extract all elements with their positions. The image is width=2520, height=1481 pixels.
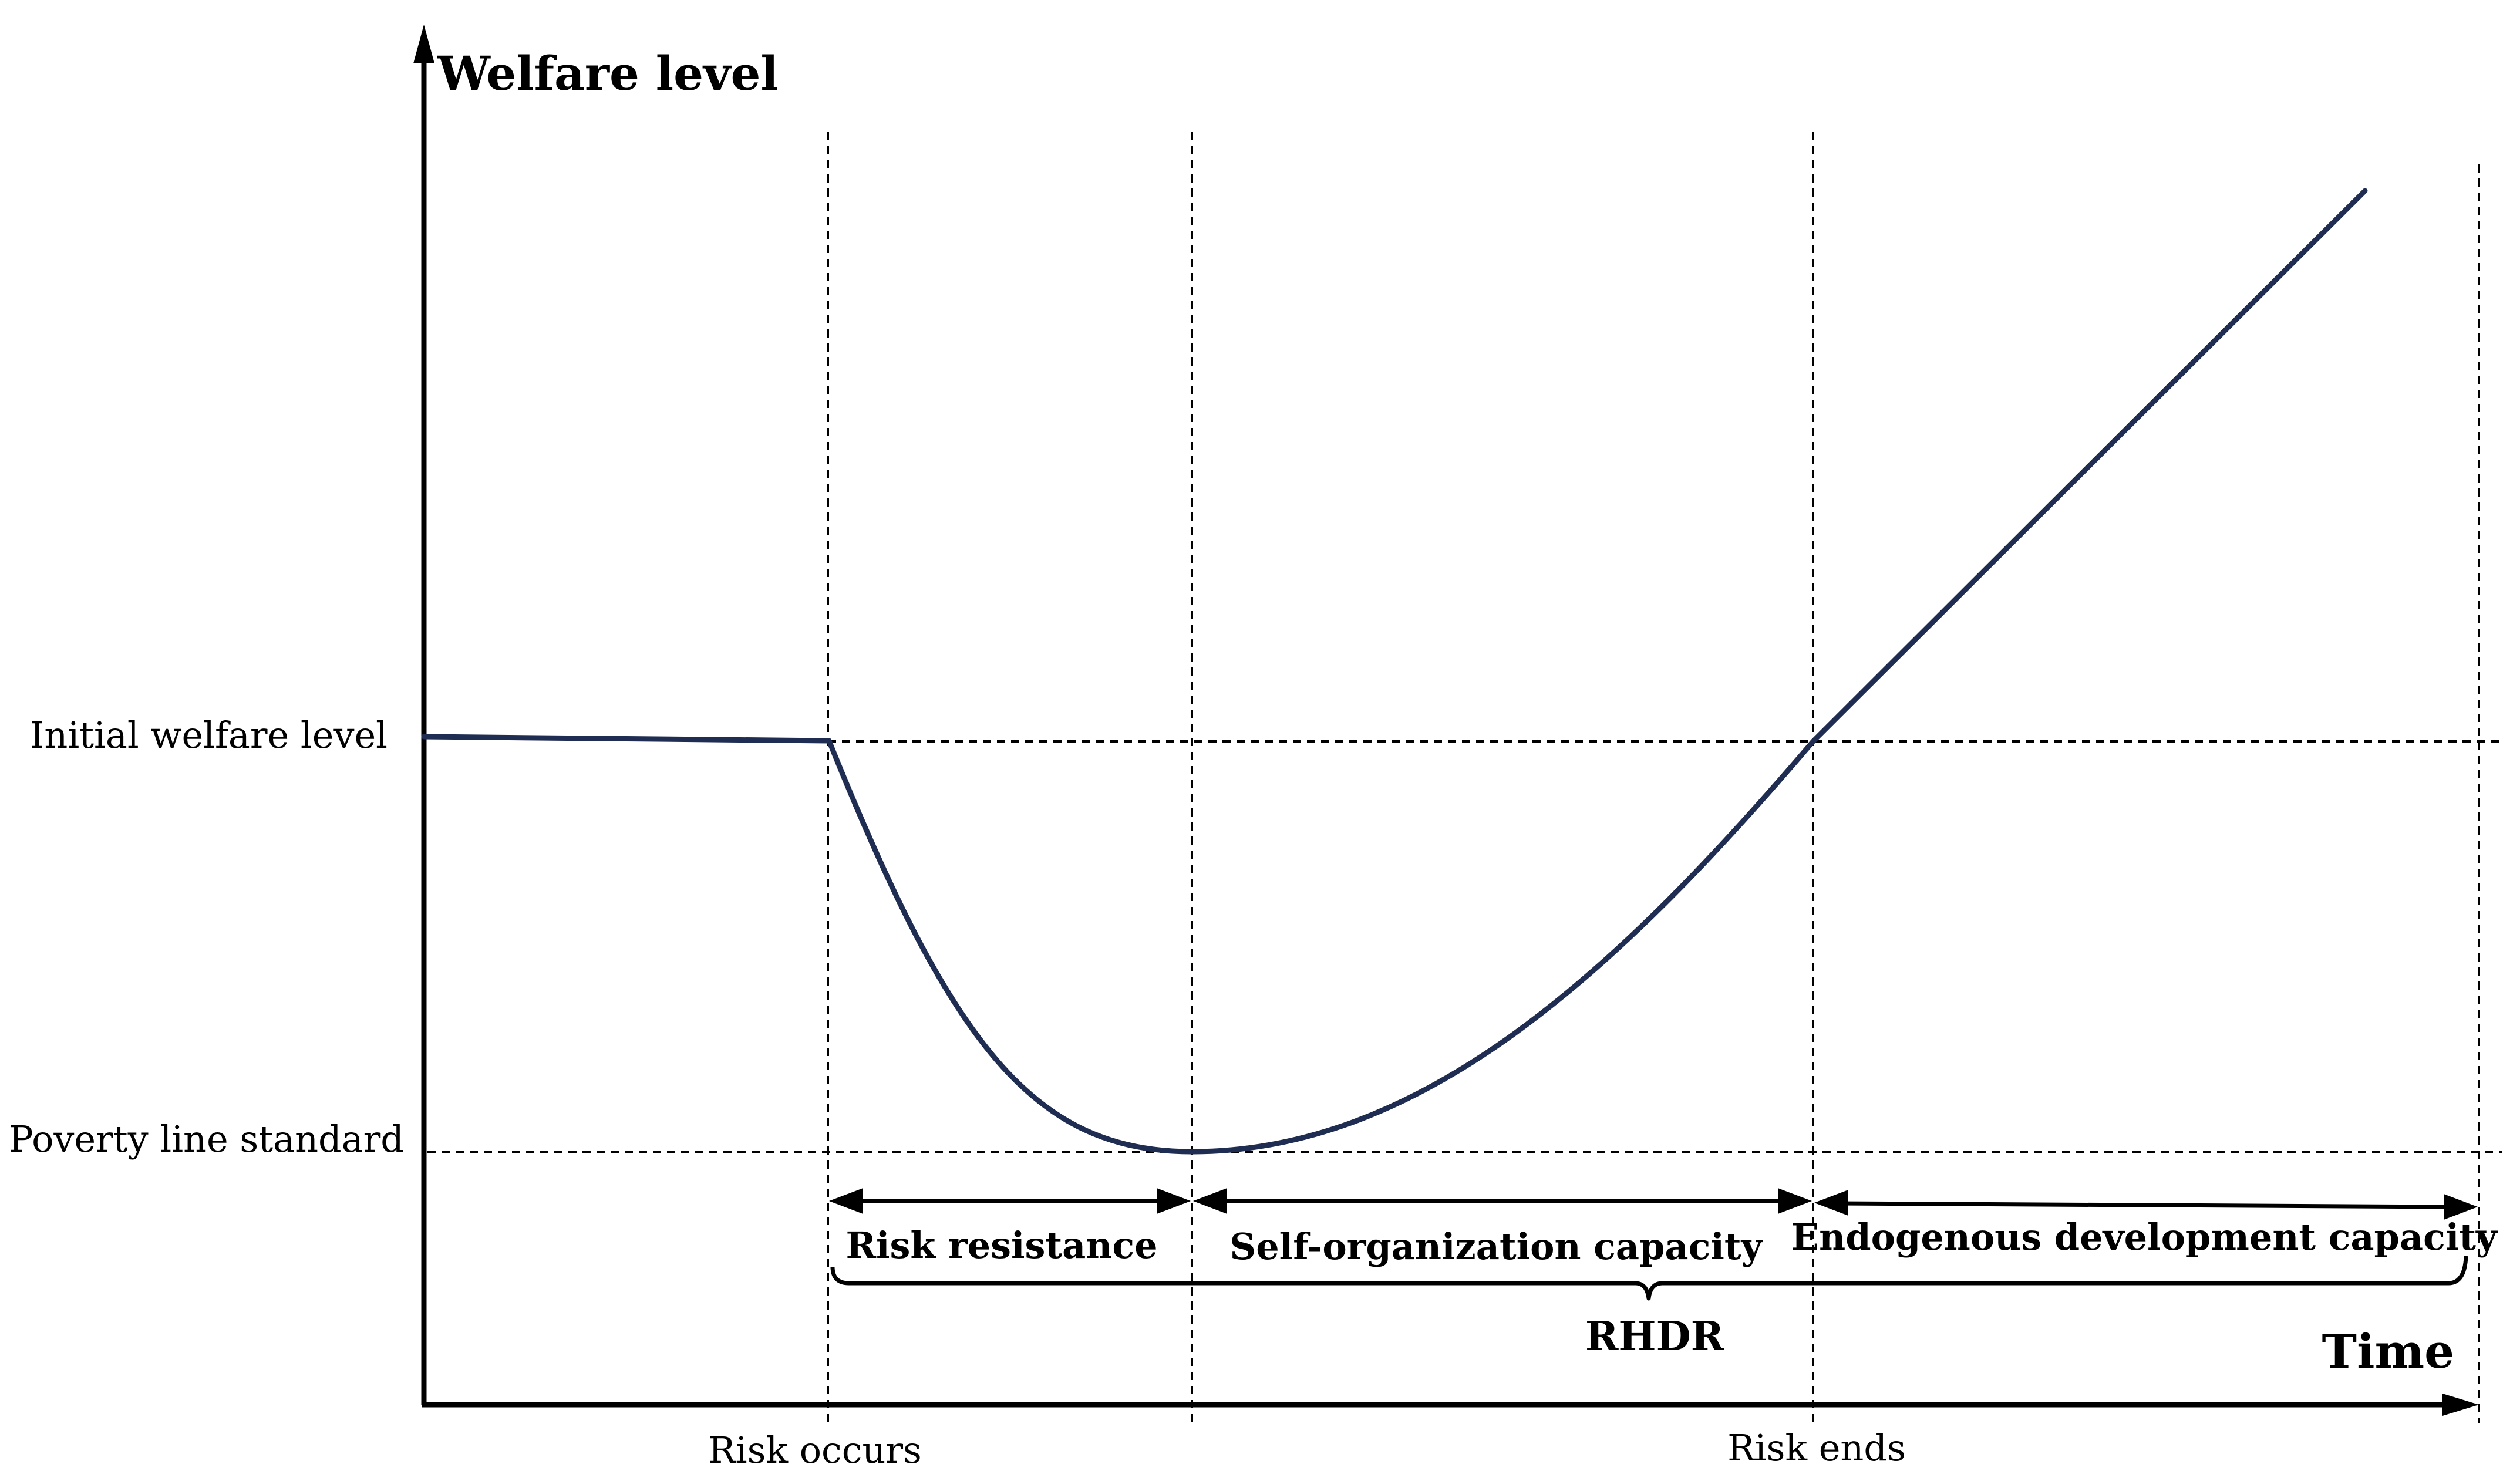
self-organization-label: Self-organization capacity (1229, 1225, 1763, 1268)
risk-occurs-label: Risk occurs (708, 1429, 922, 1472)
initial-welfare-label: Initial welfare level (30, 714, 388, 757)
x-axis-arrowhead (2442, 1394, 2479, 1416)
rhdr-brace (830, 1256, 2468, 1301)
arrowhead-right (1778, 1188, 1812, 1214)
poverty-line-label: Poverty line standard (9, 1118, 404, 1160)
y-axis-label: Welfare level (437, 46, 779, 101)
welfare-curve (421, 188, 2368, 1155)
x-axis-label: Time (2322, 1324, 2454, 1379)
risk-ends-label: Risk ends (1727, 1426, 1906, 1469)
horizontal-guides (427, 740, 2502, 1153)
arrowhead-right (1157, 1188, 1191, 1214)
vertical-guides (827, 132, 2480, 1423)
y-axis-arrowhead (413, 25, 434, 63)
arrowhead-right (2444, 1194, 2478, 1220)
risk-resistance-label: Risk resistance (845, 1224, 1157, 1267)
rhdr-label: RHDR (1585, 1313, 1724, 1360)
arrow-endogenous (1836, 1201, 2456, 1209)
axes (413, 25, 2479, 1416)
arrowhead-left (1193, 1188, 1227, 1214)
phase-arrows (829, 1188, 2478, 1220)
arrowhead-left (1814, 1190, 1848, 1216)
endogenous-development-label: Endogenous development capacity (1791, 1216, 2498, 1259)
arrowhead-left (829, 1188, 863, 1214)
